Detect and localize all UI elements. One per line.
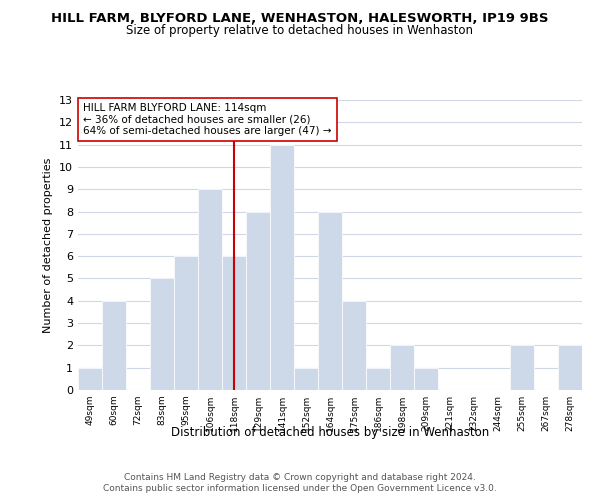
Text: Contains public sector information licensed under the Open Government Licence v3: Contains public sector information licen… [103, 484, 497, 493]
Text: Contains HM Land Registry data © Crown copyright and database right 2024.: Contains HM Land Registry data © Crown c… [124, 472, 476, 482]
Bar [366, 368, 390, 390]
Bar [390, 346, 414, 390]
Bar [78, 368, 102, 390]
Text: Size of property relative to detached houses in Wenhaston: Size of property relative to detached ho… [127, 24, 473, 37]
Y-axis label: Number of detached properties: Number of detached properties [43, 158, 53, 332]
Bar [174, 256, 198, 390]
Bar [294, 368, 318, 390]
Bar [510, 346, 534, 390]
Bar [246, 212, 270, 390]
Bar [342, 301, 366, 390]
Bar [222, 256, 246, 390]
Text: HILL FARM BLYFORD LANE: 114sqm
← 36% of detached houses are smaller (26)
64% of : HILL FARM BLYFORD LANE: 114sqm ← 36% of … [83, 103, 332, 136]
Bar [414, 368, 438, 390]
Bar [270, 144, 294, 390]
Text: HILL FARM, BLYFORD LANE, WENHASTON, HALESWORTH, IP19 9BS: HILL FARM, BLYFORD LANE, WENHASTON, HALE… [51, 12, 549, 26]
Bar [150, 278, 174, 390]
Bar [198, 189, 222, 390]
Bar [318, 212, 342, 390]
Bar [558, 346, 582, 390]
Bar [102, 301, 126, 390]
Text: Distribution of detached houses by size in Wenhaston: Distribution of detached houses by size … [171, 426, 489, 439]
